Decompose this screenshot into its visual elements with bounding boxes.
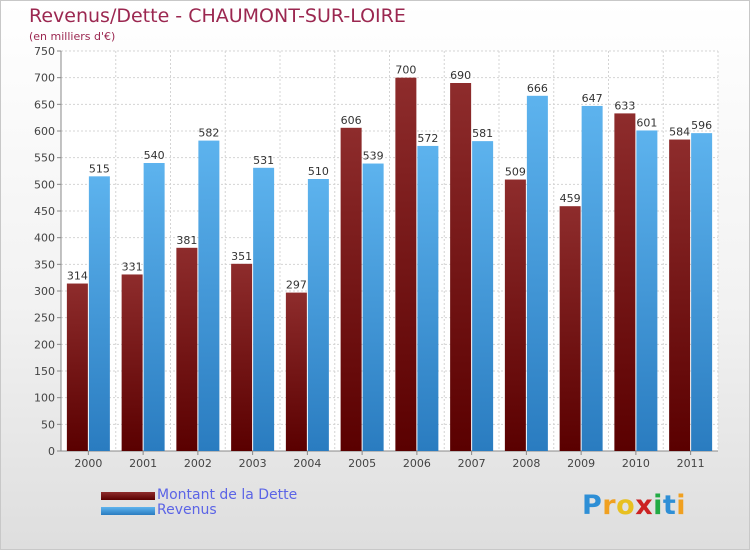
- logo-letter: r: [602, 490, 617, 521]
- value-label-revenus: 666: [527, 82, 548, 95]
- bar-dette-2008: [504, 179, 526, 452]
- bar-revenus-2003: [253, 167, 275, 452]
- y-tick-label: 300: [34, 285, 55, 298]
- logo-letter: i: [676, 490, 687, 521]
- bar-revenus-2000: [88, 176, 110, 452]
- proxiti-logo: Proxiti: [582, 490, 686, 521]
- chart-subtitle: (en milliers d'€): [29, 30, 116, 43]
- bar-dette-2005: [340, 127, 362, 452]
- value-label-revenus: 582: [198, 127, 219, 140]
- y-tick-label: 350: [34, 258, 55, 271]
- value-label-dette: 297: [286, 279, 307, 292]
- logo-letter: o: [616, 490, 636, 521]
- y-tick-label: 750: [34, 45, 55, 58]
- value-label-dette: 700: [395, 64, 416, 77]
- logo-letter: t: [662, 490, 677, 521]
- x-tick-label: 2010: [622, 457, 650, 470]
- legend-swatch-dette: [101, 492, 155, 500]
- legend-label-revenus: Revenus: [157, 502, 217, 518]
- y-tick-label: 500: [34, 178, 55, 191]
- y-tick-label: 550: [34, 152, 55, 165]
- value-label-revenus: 531: [253, 154, 274, 167]
- value-label-revenus: 601: [636, 116, 657, 129]
- bar-dette-2007: [450, 83, 472, 451]
- x-tick-label: 2000: [74, 457, 102, 470]
- bar-revenus-2010: [636, 130, 658, 451]
- bar-dette-2006: [395, 77, 417, 452]
- x-tick-label: 2008: [512, 457, 540, 470]
- x-tick-label: 2006: [403, 457, 431, 470]
- y-tick-label: 100: [34, 392, 55, 405]
- bar-revenus-2001: [143, 163, 165, 451]
- x-tick-label: 2005: [348, 457, 376, 470]
- value-label-revenus: 572: [417, 132, 438, 145]
- logo-letter: i: [653, 490, 663, 521]
- y-tick-label: 650: [34, 98, 55, 111]
- bar-revenus-2008: [526, 95, 548, 452]
- bar-dette-2002: [176, 247, 198, 451]
- value-label-dette: 314: [67, 270, 88, 283]
- value-label-dette: 606: [341, 114, 362, 127]
- x-tick-label: 2003: [239, 457, 267, 470]
- value-label-dette: 509: [505, 166, 526, 179]
- value-label-dette: 633: [614, 99, 635, 112]
- x-tick-label: 2001: [129, 457, 157, 470]
- bar-dette-2010: [614, 113, 636, 452]
- value-label-revenus: 540: [144, 149, 165, 162]
- value-label-revenus: 581: [472, 127, 493, 140]
- bar-revenus-2002: [198, 140, 220, 451]
- y-tick-label: 50: [41, 418, 55, 431]
- y-tick-label: 250: [34, 312, 55, 325]
- value-label-dette: 690: [450, 69, 471, 82]
- bar-revenus-2005: [362, 163, 384, 452]
- y-tick-label: 200: [34, 338, 55, 351]
- bar-revenus-2004: [307, 179, 329, 451]
- bar-dette-2011: [669, 139, 691, 452]
- bar-revenus-2011: [691, 133, 713, 451]
- y-tick-label: 0: [48, 445, 55, 458]
- bar-revenus-2007: [472, 141, 494, 451]
- bar-revenus-2009: [581, 105, 603, 451]
- x-tick-label: 2011: [677, 457, 705, 470]
- bar-revenus-2006: [417, 145, 439, 451]
- x-tick-label: 2004: [293, 457, 321, 470]
- y-tick-label: 700: [34, 72, 55, 85]
- y-tick-label: 450: [34, 205, 55, 218]
- value-label-dette: 331: [122, 260, 143, 273]
- x-tick-label: 2002: [184, 457, 212, 470]
- bar-dette-2000: [66, 283, 88, 451]
- value-label-dette: 351: [231, 250, 252, 263]
- logo-letter: P: [582, 490, 603, 521]
- logo-letter: x: [635, 490, 654, 521]
- bar-dette-2009: [559, 206, 581, 451]
- value-label-revenus: 596: [691, 119, 712, 132]
- bar-dette-2004: [285, 292, 307, 451]
- value-label-dette: 381: [176, 234, 197, 247]
- bar-dette-2001: [121, 274, 143, 451]
- value-label-dette: 459: [560, 192, 581, 205]
- x-tick-label: 2009: [567, 457, 595, 470]
- bar-dette-2003: [231, 263, 253, 451]
- x-tick-label: 2007: [458, 457, 486, 470]
- legend-swatch-revenus: [101, 507, 155, 515]
- value-label-dette: 584: [669, 126, 690, 139]
- chart-title: Revenus/Dette - CHAUMONT-SUR-LOIRE: [29, 5, 406, 27]
- value-label-revenus: 515: [89, 162, 110, 175]
- value-label-revenus: 539: [363, 150, 384, 163]
- value-label-revenus: 647: [582, 92, 603, 105]
- y-tick-label: 400: [34, 232, 55, 245]
- value-label-revenus: 510: [308, 165, 329, 178]
- y-tick-label: 600: [34, 125, 55, 138]
- y-tick-label: 150: [34, 365, 55, 378]
- legend-label-dette: Montant de la Dette: [157, 487, 298, 503]
